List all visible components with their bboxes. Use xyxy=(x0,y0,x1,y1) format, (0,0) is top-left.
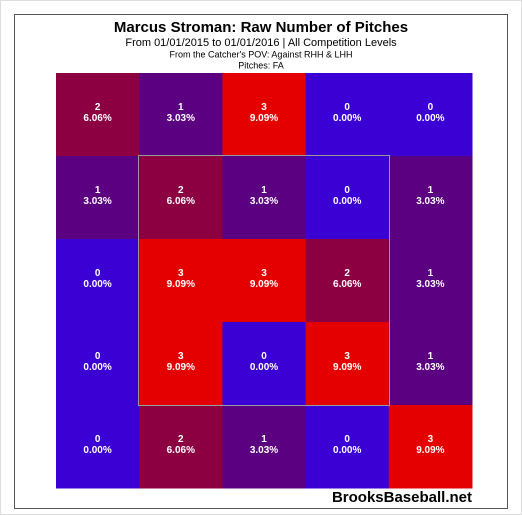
cell-percent: 6.06% xyxy=(83,113,111,124)
cell xyxy=(305,73,390,157)
cell-percent: 9.09% xyxy=(250,279,278,290)
cell xyxy=(305,322,390,406)
cell-percent: 0.00% xyxy=(333,113,361,124)
cell-count: 1 xyxy=(178,102,184,113)
cell-count: 3 xyxy=(178,351,184,362)
cell xyxy=(139,156,223,240)
cell-percent: 9.09% xyxy=(167,279,195,290)
cell xyxy=(56,405,140,489)
cell-count: 0 xyxy=(344,185,350,196)
note: From the Catcher's POV: Against RHH & LH… xyxy=(170,49,353,59)
cell-percent: 0.00% xyxy=(83,279,111,290)
cell xyxy=(222,239,307,323)
cell-percent: 6.06% xyxy=(167,445,195,456)
cell xyxy=(388,239,473,323)
cell-count: 0 xyxy=(95,268,101,279)
cell-percent: 3.03% xyxy=(167,113,195,124)
cell xyxy=(305,405,390,489)
cell-count: 1 xyxy=(428,351,434,362)
cell-count: 0 xyxy=(261,351,267,362)
chart-subtitle: From 01/01/2015 to 01/01/2016 | All Comp… xyxy=(125,37,397,49)
cell xyxy=(139,405,223,489)
cell-count: 0 xyxy=(95,351,101,362)
cell-percent: 9.09% xyxy=(333,362,361,373)
cell-count: 3 xyxy=(428,434,434,445)
cell-count: 2 xyxy=(344,268,350,279)
cell xyxy=(222,156,307,240)
cell-percent: 3.03% xyxy=(250,196,278,207)
cell xyxy=(56,73,140,157)
cell-percent: 3.03% xyxy=(83,196,111,207)
cell-count: 2 xyxy=(178,434,184,445)
cell-count: 0 xyxy=(428,102,434,113)
cell xyxy=(222,322,307,406)
cell-count: 3 xyxy=(261,268,267,279)
chart-title: Marcus Stroman: Raw Number of Pitches xyxy=(114,19,408,36)
cell-percent: 9.09% xyxy=(167,362,195,373)
cell xyxy=(305,156,390,240)
cell-count: 0 xyxy=(344,434,350,445)
cell xyxy=(388,73,473,157)
cell-percent: 0.00% xyxy=(333,196,361,207)
cell-count: 2 xyxy=(95,102,101,113)
cell-percent: 0.00% xyxy=(83,445,111,456)
cell-percent: 0.00% xyxy=(333,445,361,456)
cell-count: 3 xyxy=(178,268,184,279)
cell-count: 1 xyxy=(261,185,267,196)
cell-percent: 3.03% xyxy=(250,445,278,456)
cell xyxy=(305,239,390,323)
cell-count: 1 xyxy=(261,434,267,445)
cell xyxy=(388,405,473,489)
cell xyxy=(56,239,140,323)
cell xyxy=(139,73,223,157)
note: Pitches: FA xyxy=(238,60,284,70)
cell xyxy=(388,322,473,406)
cell-percent: 9.09% xyxy=(416,445,444,456)
cell-count: 2 xyxy=(178,185,184,196)
cell-percent: 0.00% xyxy=(83,362,111,373)
cell-percent: 9.09% xyxy=(250,113,278,124)
cell xyxy=(139,239,223,323)
cell-count: 1 xyxy=(95,185,101,196)
cell xyxy=(56,156,140,240)
cell-count: 1 xyxy=(428,185,434,196)
cell xyxy=(56,322,140,406)
cell-percent: 3.03% xyxy=(416,196,444,207)
cell-percent: 6.06% xyxy=(167,196,195,207)
cell-percent: 3.03% xyxy=(416,279,444,290)
cell-percent: 6.06% xyxy=(333,279,361,290)
cell-percent: 0.00% xyxy=(250,362,278,373)
cell xyxy=(222,405,307,489)
cell-percent: 3.03% xyxy=(416,362,444,373)
cell-count: 0 xyxy=(344,102,350,113)
cell-count: 1 xyxy=(428,268,434,279)
strike-zone xyxy=(138,155,390,406)
cell-count: 0 xyxy=(95,434,101,445)
cell xyxy=(388,156,473,240)
cell-count: 3 xyxy=(261,102,267,113)
cell xyxy=(139,322,223,406)
cell xyxy=(222,73,307,157)
cell-percent: 0.00% xyxy=(416,113,444,124)
source: BrooksBaseball.net xyxy=(332,489,472,506)
cell-count: 3 xyxy=(344,351,350,362)
